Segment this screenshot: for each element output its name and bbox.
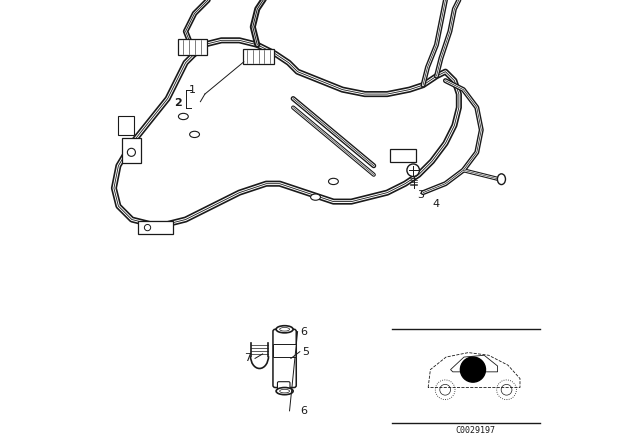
FancyBboxPatch shape — [138, 221, 173, 234]
Ellipse shape — [310, 194, 321, 200]
Ellipse shape — [280, 389, 289, 393]
FancyBboxPatch shape — [278, 382, 290, 393]
FancyBboxPatch shape — [273, 344, 296, 357]
Text: 5: 5 — [302, 347, 309, 357]
Text: 3: 3 — [418, 190, 425, 200]
Text: 4: 4 — [432, 199, 439, 209]
Text: 2: 2 — [174, 98, 182, 108]
Ellipse shape — [276, 388, 293, 395]
FancyBboxPatch shape — [273, 329, 296, 388]
Circle shape — [460, 357, 486, 382]
Text: 6: 6 — [300, 406, 307, 416]
Ellipse shape — [328, 178, 339, 185]
Ellipse shape — [189, 131, 200, 138]
Text: 1: 1 — [189, 85, 196, 95]
Text: C0029197: C0029197 — [455, 426, 495, 435]
FancyBboxPatch shape — [118, 116, 134, 135]
Text: 7: 7 — [244, 353, 251, 363]
FancyBboxPatch shape — [243, 49, 274, 64]
FancyBboxPatch shape — [177, 39, 207, 55]
Text: 6: 6 — [300, 327, 307, 336]
Ellipse shape — [280, 327, 289, 331]
FancyBboxPatch shape — [390, 149, 417, 162]
Circle shape — [407, 164, 419, 177]
Ellipse shape — [179, 113, 188, 120]
FancyBboxPatch shape — [122, 138, 141, 163]
Ellipse shape — [276, 326, 293, 333]
Ellipse shape — [497, 174, 506, 185]
